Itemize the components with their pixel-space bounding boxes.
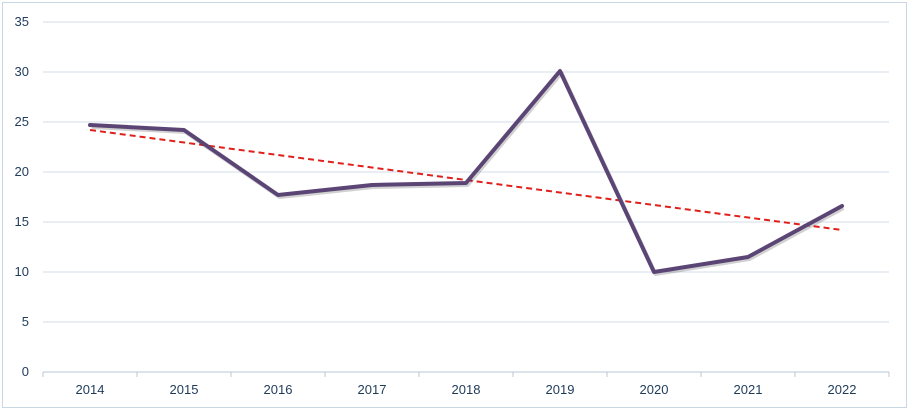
y-tick-label: 15 (15, 214, 29, 229)
y-tick-label: 20 (15, 164, 29, 179)
x-tick-label: 2017 (358, 382, 387, 397)
x-tick-label: 2021 (734, 382, 763, 397)
x-tick-label: 2015 (170, 382, 199, 397)
series-layer (88, 69, 845, 276)
y-tick-label: 5 (22, 314, 29, 329)
gridlines (43, 21, 889, 373)
y-tick-label: 0 (22, 364, 29, 379)
y-tick-label: 25 (15, 114, 29, 129)
x-tick-label: 2014 (76, 382, 105, 397)
x-axis-ticks (42, 372, 890, 377)
y-axis-labels: 0 5 10 15 20 25 30 35 (15, 14, 29, 379)
x-axis-labels: 2014 2015 2016 2017 2018 2019 2020 2021 2022 (76, 382, 857, 397)
y-tick-label: 35 (15, 14, 29, 29)
trendline (89, 129, 843, 231)
x-tick-label: 2016 (264, 382, 293, 397)
series-line-shadow (91, 71, 845, 276)
chart-frame (2, 2, 907, 408)
x-tick-label: 2022 (828, 382, 857, 397)
y-tick-label: 30 (15, 64, 29, 79)
y-tick-label: 10 (15, 264, 29, 279)
x-tick-label: 2018 (452, 382, 481, 397)
x-tick-label: 2020 (640, 382, 669, 397)
trendline-layer (89, 129, 843, 231)
x-tick-label: 2019 (546, 382, 575, 397)
